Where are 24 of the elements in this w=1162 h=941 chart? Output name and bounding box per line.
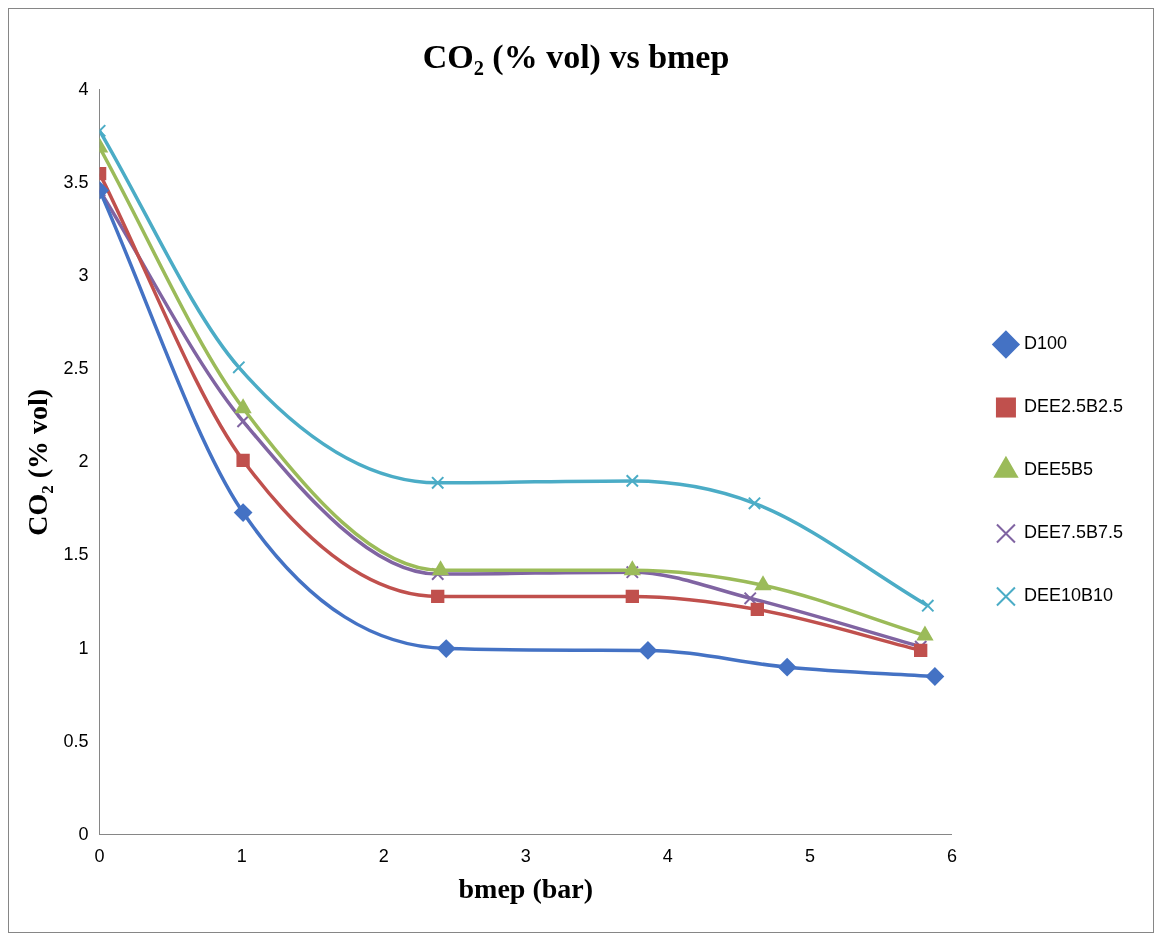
legend-label: DEE2.5B2.5 <box>1023 396 1123 417</box>
x-tick-label: 3 <box>520 845 531 866</box>
y-tick-label: 4 <box>78 78 89 99</box>
x-tick-label: 6 <box>946 845 957 866</box>
chart-title: CO₂ (% vol) vs bmep <box>422 38 730 77</box>
legend-label: DEE10B10 <box>1023 585 1113 606</box>
y-axis-title: CO₂ (% vol) <box>22 388 54 536</box>
legend-label: DEE7.5B7.5 <box>1023 522 1123 543</box>
x-tick-label: 0 <box>94 845 105 866</box>
x-tick-label: 4 <box>662 845 673 866</box>
x-tick-label: 1 <box>236 845 247 866</box>
y-tick-label: 2.5 <box>63 358 89 379</box>
x-tick-label: 5 <box>804 845 815 866</box>
y-tick-label: 1.5 <box>63 544 89 565</box>
y-tick-label: 1 <box>78 637 89 658</box>
x-tick-label: 2 <box>378 845 389 866</box>
y-tick-label: 0 <box>78 823 89 844</box>
y-tick-label: 3.5 <box>63 171 89 192</box>
x-axis-title: bmep (bar) <box>458 873 594 905</box>
y-tick-label: 0.5 <box>63 730 89 751</box>
y-tick-label: 2 <box>78 451 89 472</box>
legend-label: DEE5B5 <box>1023 459 1093 480</box>
y-tick-label: 3 <box>78 265 89 286</box>
legend-label: D100 <box>1023 333 1067 354</box>
